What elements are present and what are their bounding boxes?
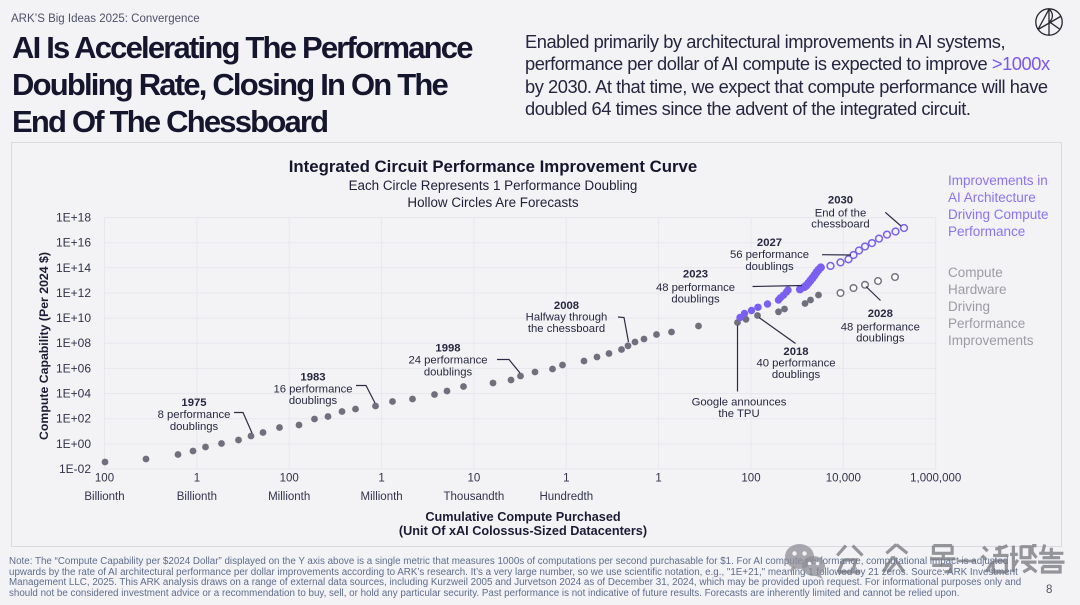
svg-text:Thousandth: Thousandth xyxy=(444,491,505,503)
svg-text:Compute Capability (Per 2024 $: Compute Capability (Per 2024 $) xyxy=(37,252,51,440)
svg-text:Halfway through: Halfway through xyxy=(526,311,608,323)
svg-text:56 performance: 56 performance xyxy=(730,249,809,261)
svg-text:1E+16: 1E+16 xyxy=(56,236,91,250)
svg-text:48 performance: 48 performance xyxy=(656,282,735,294)
svg-text:Google announces: Google announces xyxy=(692,397,787,409)
svg-text:1: 1 xyxy=(655,473,661,485)
svg-text:1E+06: 1E+06 xyxy=(56,361,91,375)
svg-text:Billionth: Billionth xyxy=(84,491,124,503)
svg-text:1E+12: 1E+12 xyxy=(56,286,91,300)
svg-text:doublings: doublings xyxy=(424,367,473,379)
svg-text:8 performance: 8 performance xyxy=(158,409,231,421)
svg-text:2018: 2018 xyxy=(783,346,808,358)
svg-text:1: 1 xyxy=(563,473,569,485)
svg-text:Cumulative Compute Purchased: Cumulative Compute Purchased xyxy=(425,510,620,524)
svg-text:100: 100 xyxy=(280,473,299,485)
svg-text:doublings: doublings xyxy=(170,421,219,433)
svg-text:doublings: doublings xyxy=(289,395,338,407)
svg-text:1: 1 xyxy=(378,473,384,485)
svg-text:1E+18: 1E+18 xyxy=(56,211,91,225)
svg-text:1E+04: 1E+04 xyxy=(56,387,91,401)
svg-text:10: 10 xyxy=(468,473,481,485)
svg-text:1E+10: 1E+10 xyxy=(56,311,91,325)
svg-text:Millionth: Millionth xyxy=(361,491,403,503)
svg-text:2023: 2023 xyxy=(683,269,708,281)
svg-text:Billionth: Billionth xyxy=(177,491,217,503)
svg-text:1983: 1983 xyxy=(300,372,325,384)
svg-text:2008: 2008 xyxy=(554,300,579,312)
svg-text:2030: 2030 xyxy=(828,195,853,207)
svg-text:1,000,000: 1,000,000 xyxy=(910,473,961,485)
svg-text:1975: 1975 xyxy=(181,397,206,409)
svg-text:1998: 1998 xyxy=(435,343,460,355)
svg-text:doublings: doublings xyxy=(745,261,794,273)
svg-text:1E+02: 1E+02 xyxy=(56,412,91,426)
svg-text:10,000: 10,000 xyxy=(826,473,861,485)
svg-text:1E-02: 1E-02 xyxy=(59,462,91,476)
svg-text:1E+00: 1E+00 xyxy=(56,437,91,451)
svg-text:Millionth: Millionth xyxy=(268,491,310,503)
svg-text:48 performance: 48 performance xyxy=(841,321,920,333)
svg-text:doublings: doublings xyxy=(671,294,720,306)
svg-text:chessboard: chessboard xyxy=(811,218,869,230)
svg-text:16 performance: 16 performance xyxy=(273,384,352,396)
svg-text:doublings: doublings xyxy=(856,333,905,345)
svg-text:(Unit Of xAI Colossus-Sized Da: (Unit Of xAI Colossus-Sized Datacenters) xyxy=(399,524,647,538)
svg-text:24 performance: 24 performance xyxy=(408,355,487,367)
svg-text:100: 100 xyxy=(95,473,114,485)
svg-text:1E+08: 1E+08 xyxy=(56,336,91,350)
svg-text:1: 1 xyxy=(194,473,200,485)
svg-text:2027: 2027 xyxy=(757,237,782,249)
svg-text:Hundredth: Hundredth xyxy=(539,491,593,503)
svg-text:100: 100 xyxy=(741,473,760,485)
svg-text:doublings: doublings xyxy=(772,369,821,381)
svg-text:2028: 2028 xyxy=(868,308,893,320)
svg-text:the chessboard: the chessboard xyxy=(528,323,605,335)
svg-text:the TPU: the TPU xyxy=(718,408,759,420)
svg-text:40 performance: 40 performance xyxy=(756,357,835,369)
svg-text:End of the: End of the xyxy=(815,207,867,219)
svg-text:1E+14: 1E+14 xyxy=(56,261,91,275)
